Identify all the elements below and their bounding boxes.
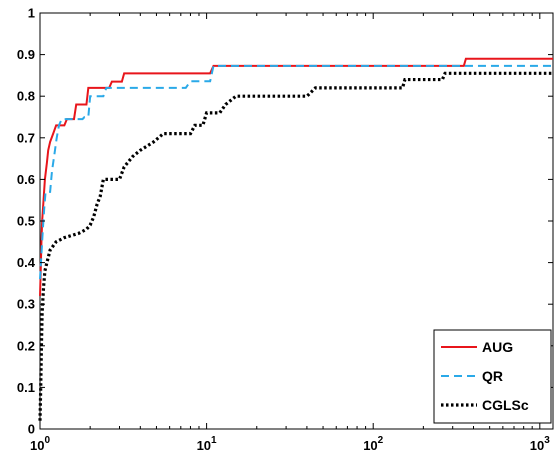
y-tick-label: 0.9 xyxy=(17,47,35,62)
legend-label-aug: AUG xyxy=(482,339,513,355)
legend-label-cglsc: CGLSc xyxy=(482,397,529,413)
y-tick-label: 0.2 xyxy=(17,338,35,353)
y-tick-label: 1 xyxy=(28,6,35,21)
x-tick-exponent: 3 xyxy=(544,435,550,446)
x-tick-base: 10 xyxy=(363,438,377,453)
x-tick-exponent: 2 xyxy=(378,435,384,446)
y-tick-label: 0.1 xyxy=(17,380,35,395)
x-tick-base: 10 xyxy=(530,438,544,453)
series-layer xyxy=(38,57,553,421)
x-tick-base: 10 xyxy=(30,438,44,453)
series-line-cglsc xyxy=(38,71,553,421)
series-line-aug xyxy=(39,57,553,296)
series-line-qr xyxy=(39,64,553,280)
y-tick-label: 0.8 xyxy=(17,89,35,104)
y-tick-label: 0.4 xyxy=(17,255,36,270)
y-tick-label: 0.6 xyxy=(17,172,35,187)
y-tick-label: 0.5 xyxy=(17,214,35,229)
x-tick-label: 103 xyxy=(530,435,550,453)
x-tick-base: 10 xyxy=(197,438,211,453)
legend-label-qr: QR xyxy=(482,368,503,384)
y-tick-label: 0.3 xyxy=(17,297,35,312)
legend-box xyxy=(433,329,552,424)
x-tick-label: 100 xyxy=(30,435,50,453)
x-tick-exponent: 1 xyxy=(211,435,217,446)
x-tick-exponent: 0 xyxy=(44,435,50,446)
x-tick-label: 102 xyxy=(363,435,383,453)
y-tick-label: 0.7 xyxy=(17,130,35,145)
x-tick-label: 101 xyxy=(197,435,217,453)
legend: AUG QR CGLSc xyxy=(433,329,552,424)
y-tick-label: 0 xyxy=(28,422,35,437)
